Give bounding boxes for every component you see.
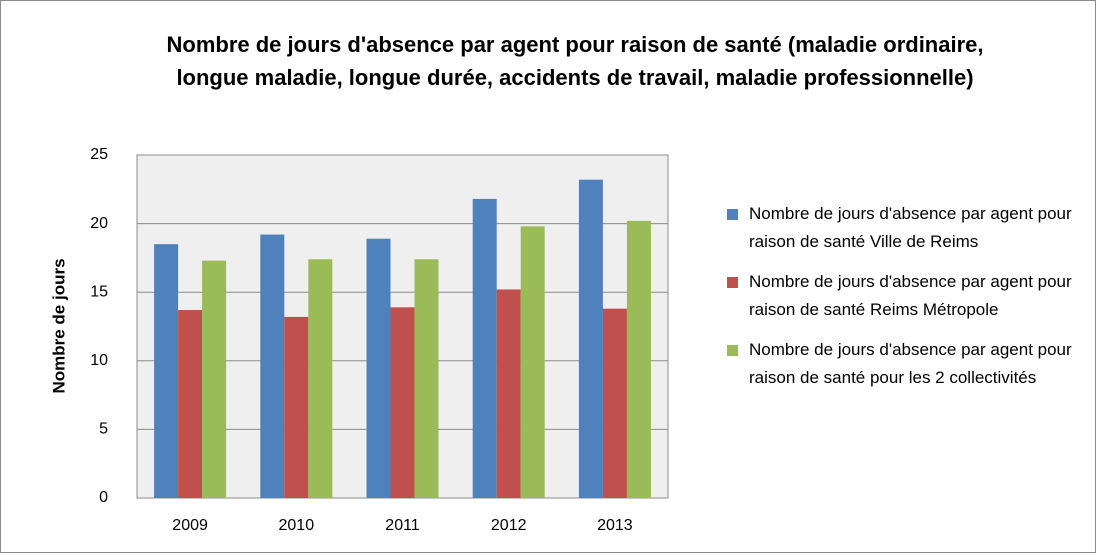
bar	[414, 259, 439, 498]
legend-label: Nombre de jours d'absence par agent pour…	[749, 340, 1072, 387]
legend: Nombre de jours d'absence par agent pour…	[727, 200, 1077, 404]
bar	[202, 260, 227, 498]
bar	[178, 310, 203, 498]
bar	[154, 244, 179, 498]
legend-entry: Nombre de jours d'absence par agent pour…	[727, 336, 1077, 392]
bar	[626, 220, 651, 498]
y-tick-label: 15	[90, 283, 108, 300]
bar	[472, 198, 497, 499]
y-tick-label: 0	[99, 489, 108, 506]
x-tick-label: 2013	[597, 517, 633, 534]
y-tick-label: 5	[99, 421, 108, 438]
bar	[496, 289, 521, 498]
legend-swatch	[727, 345, 738, 356]
legend-entry: Nombre de jours d'absence par agent pour…	[727, 200, 1077, 256]
legend-label: Nombre de jours d'absence par agent pour…	[749, 204, 1072, 251]
legend-entry: Nombre de jours d'absence par agent pour…	[727, 268, 1077, 324]
bar	[308, 259, 333, 498]
bar	[366, 238, 391, 498]
bar	[260, 234, 285, 499]
chart-title: Nombre de jours d'absence par agent pour…	[166, 32, 984, 90]
x-tick-label: 2009	[172, 517, 208, 534]
x-tick-label: 2011	[385, 517, 420, 534]
legend-swatch	[727, 209, 738, 220]
bar	[520, 226, 545, 498]
x-tick-label: 2012	[491, 517, 527, 534]
bar	[602, 308, 627, 498]
legend-label: Nombre de jours d'absence par agent pour…	[749, 272, 1072, 319]
y-tick-label: 25	[90, 146, 108, 163]
y-tick-label: 20	[90, 215, 108, 232]
x-tick-label: 2010	[279, 517, 315, 534]
legend-swatch	[727, 277, 738, 288]
y-tick-label: 10	[90, 352, 108, 369]
bar	[284, 316, 309, 498]
bar	[578, 179, 603, 499]
y-axis-label: Nombre de jours	[49, 258, 68, 393]
bar	[390, 307, 415, 498]
